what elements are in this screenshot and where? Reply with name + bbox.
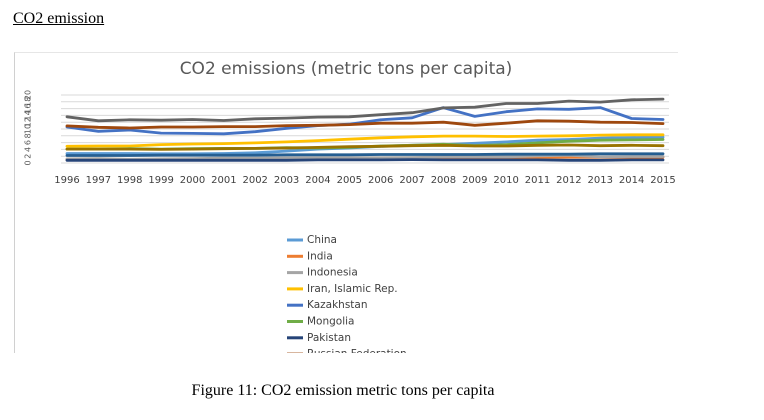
legend-label: China xyxy=(307,234,337,246)
y-tick-label: 6 xyxy=(24,140,33,145)
x-tick-label: 2009 xyxy=(462,175,487,186)
x-tick-label: 2005 xyxy=(337,175,362,186)
x-tick-label: 2007 xyxy=(399,175,424,186)
page-heading: CO2 emission xyxy=(13,10,105,27)
x-tick-label: 2001 xyxy=(211,175,236,186)
x-tick-label: 2004 xyxy=(305,175,330,186)
x-tick-label: 2013 xyxy=(588,175,613,186)
x-tick-label: 2006 xyxy=(368,175,393,186)
series-line-4 xyxy=(65,106,665,136)
y-tick-label: 2 xyxy=(24,154,33,159)
legend-label: India xyxy=(307,250,333,262)
chart-container: CO2 emissions (metric tons per capita) 0… xyxy=(14,52,678,353)
x-tick-label: 1996 xyxy=(54,175,79,186)
y-tick-label: 0 xyxy=(24,160,33,165)
x-tick-label: 2011 xyxy=(525,175,550,186)
x-tick-label: 1997 xyxy=(86,175,111,186)
series-line-10 xyxy=(65,152,665,157)
series-line-7 xyxy=(65,119,665,130)
legend-label: Kazakhstan xyxy=(307,299,368,311)
chart-legend: China India Indonesia Iran, Islamic Rep. Kaz… xyxy=(287,234,407,353)
x-tick-label: 2012 xyxy=(556,175,581,186)
x-tick-label: 2002 xyxy=(242,175,267,186)
y-tick-label: 10 xyxy=(24,124,33,134)
figure-caption: Figure 11: CO2 emission metric tons per … xyxy=(191,382,495,399)
series-line-6 xyxy=(65,158,665,162)
legend-label: Iran, Islamic Rep. xyxy=(307,283,398,295)
legend-label: Indonesia xyxy=(307,267,358,279)
y-tick-label: 18 xyxy=(24,97,33,107)
y-tick-label: 12 xyxy=(24,117,33,127)
series-line-3 xyxy=(65,133,665,148)
y-tick-label: 8 xyxy=(24,133,33,138)
legend-label: Pakistan xyxy=(307,332,351,344)
x-tick-label: 2015 xyxy=(650,175,675,186)
x-tick-label: 2000 xyxy=(180,175,205,186)
y-tick-label: 16 xyxy=(24,104,33,114)
series-line-9 xyxy=(65,143,665,151)
chart-title: CO2 emissions (metric tons per capita) xyxy=(180,59,513,79)
x-tick-label: 1998 xyxy=(117,175,142,186)
x-tick-label: 2008 xyxy=(431,175,456,186)
series-line-8 xyxy=(65,97,665,123)
x-tick-label: 2010 xyxy=(493,175,518,186)
series-lines xyxy=(65,97,665,162)
y-tick-label: 14 xyxy=(24,110,33,120)
legend-label: Russian Federation xyxy=(307,348,407,353)
x-axis-ticks: 1996 1997 1998 1999 2000 2001 2002 2003 2004 2005… xyxy=(54,175,675,186)
co2-line-chart: CO2 emissions (metric tons per capita) 0… xyxy=(24,59,676,353)
x-tick-label: 1999 xyxy=(148,175,173,186)
y-tick-label: 4 xyxy=(24,147,33,152)
x-tick-label: 2014 xyxy=(619,175,644,186)
x-tick-label: 2003 xyxy=(274,175,299,186)
legend-label: Mongolia xyxy=(307,316,355,328)
y-tick-label: 20 xyxy=(24,90,33,100)
